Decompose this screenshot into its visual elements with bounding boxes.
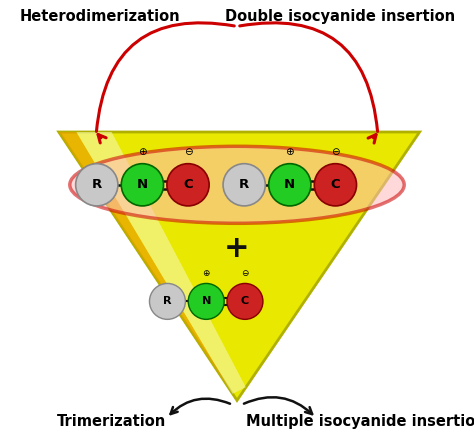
Circle shape bbox=[269, 164, 311, 206]
Text: Trimerization: Trimerization bbox=[56, 414, 166, 429]
Circle shape bbox=[227, 283, 263, 319]
Circle shape bbox=[121, 164, 164, 206]
Text: ⊕: ⊕ bbox=[138, 147, 147, 157]
Circle shape bbox=[167, 164, 209, 206]
Polygon shape bbox=[59, 132, 419, 400]
Circle shape bbox=[149, 283, 185, 319]
Text: +: + bbox=[224, 234, 250, 263]
Text: C: C bbox=[183, 178, 193, 191]
Text: N: N bbox=[137, 178, 148, 191]
Text: ⊖: ⊖ bbox=[241, 269, 249, 278]
FancyArrowPatch shape bbox=[368, 135, 376, 143]
Polygon shape bbox=[59, 132, 237, 400]
Circle shape bbox=[76, 164, 118, 206]
FancyArrowPatch shape bbox=[171, 399, 230, 414]
Text: Heterodimerization: Heterodimerization bbox=[19, 9, 180, 24]
Text: N: N bbox=[201, 297, 211, 306]
FancyArrowPatch shape bbox=[240, 23, 378, 132]
Circle shape bbox=[188, 283, 224, 319]
FancyArrowPatch shape bbox=[244, 397, 312, 414]
Text: N: N bbox=[284, 178, 295, 191]
Text: ⊖: ⊖ bbox=[331, 147, 340, 157]
Text: R: R bbox=[91, 178, 102, 191]
FancyArrowPatch shape bbox=[96, 23, 234, 132]
Polygon shape bbox=[76, 132, 246, 394]
Text: ⊕: ⊕ bbox=[285, 147, 294, 157]
Text: C: C bbox=[241, 297, 249, 306]
Circle shape bbox=[314, 164, 356, 206]
Text: ⊖: ⊖ bbox=[183, 147, 192, 157]
Text: R: R bbox=[239, 178, 249, 191]
FancyArrowPatch shape bbox=[98, 135, 106, 143]
Text: C: C bbox=[330, 178, 340, 191]
Ellipse shape bbox=[70, 146, 404, 223]
Text: R: R bbox=[163, 297, 172, 306]
Text: Double isocyanide insertion: Double isocyanide insertion bbox=[225, 9, 455, 24]
Text: Multiple isocyanide insertion: Multiple isocyanide insertion bbox=[246, 414, 474, 429]
Text: ⊕: ⊕ bbox=[202, 269, 210, 278]
Circle shape bbox=[223, 164, 265, 206]
